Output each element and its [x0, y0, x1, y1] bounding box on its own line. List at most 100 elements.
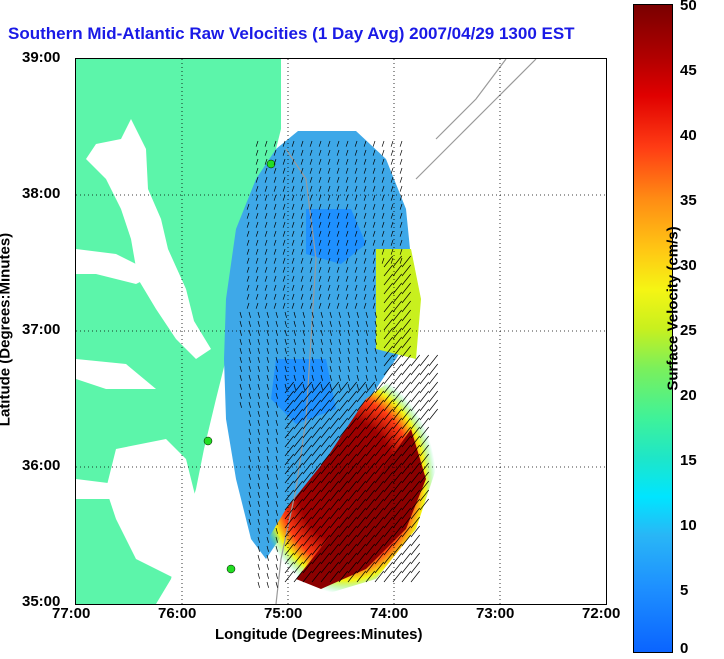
velocity-vector: [365, 408, 375, 421]
velocity-vector: [365, 534, 375, 547]
velocity-vector: [363, 275, 367, 282]
velocity-vector: [293, 471, 303, 484]
velocity-vector: [383, 462, 393, 475]
velocity-vector: [354, 257, 358, 264]
velocity-vector: [293, 489, 303, 502]
velocity-vector: [255, 149, 259, 156]
velocity-vector: [392, 264, 402, 277]
velocity-vector: [399, 167, 403, 174]
velocity-vector: [428, 372, 438, 385]
map-canvas: [76, 59, 606, 604]
velocity-vector: [383, 543, 393, 556]
velocity-vector: [347, 480, 357, 493]
velocity-vector: [347, 543, 357, 556]
velocity-vector: [363, 284, 367, 291]
velocity-vector: [293, 552, 303, 565]
velocity-vector: [257, 401, 260, 408]
velocity-vector: [327, 275, 331, 282]
velocity-vector: [275, 356, 278, 363]
velocity-vector: [365, 365, 368, 372]
velocity-vector: [381, 194, 385, 201]
velocity-vector: [374, 426, 384, 439]
velocity-vector: [419, 498, 429, 511]
velocity-vector: [390, 158, 394, 165]
velocity-vector: [365, 444, 375, 457]
velocity-vector: [311, 453, 321, 466]
velocity-vector: [300, 275, 304, 282]
velocity-vector: [428, 354, 438, 367]
velocity-vector: [309, 248, 313, 255]
velocity-vector: [356, 311, 359, 318]
velocity-vector: [381, 212, 385, 219]
velocity-vector: [302, 471, 312, 484]
velocity-vector: [390, 212, 394, 219]
velocity-vector: [318, 248, 322, 255]
velocity-vector: [311, 471, 321, 484]
velocity-vector: [302, 543, 312, 556]
velocity-vector: [246, 266, 250, 273]
velocity-vector: [257, 482, 260, 489]
velocity-vector: [282, 266, 286, 273]
velocity-vector: [257, 329, 260, 336]
colorbar-tick: 0: [680, 640, 689, 657]
velocity-vector: [273, 149, 277, 156]
x-tick-label: 73:00: [476, 605, 515, 622]
velocity-vector: [365, 338, 368, 345]
velocity-vector: [347, 570, 357, 583]
velocity-vector: [311, 489, 321, 502]
velocity-vector: [363, 149, 367, 156]
velocity-vector: [356, 435, 366, 448]
velocity-vector: [345, 167, 349, 174]
velocity-vector: [383, 399, 393, 412]
grid: [76, 59, 606, 604]
velocity-vector: [329, 356, 332, 363]
velocity-vector: [284, 444, 294, 457]
velocity-vector: [318, 284, 322, 291]
map-title: Southern Mid-Atlantic Raw Velocities (1 …: [8, 24, 575, 43]
velocity-vector: [239, 311, 242, 318]
velocity-vector: [291, 275, 295, 282]
velocity-vector: [320, 374, 323, 381]
velocity-vector: [401, 363, 411, 376]
velocity-vector: [401, 273, 411, 286]
velocity-vector: [356, 498, 366, 511]
velocity-vector: [390, 140, 394, 147]
velocity-vector: [419, 453, 429, 466]
velocity-vector: [311, 383, 314, 390]
velocity-vector: [246, 257, 250, 264]
velocity-vector: [347, 338, 350, 345]
velocity-vector: [329, 570, 339, 583]
velocity-vector: [363, 158, 367, 165]
velocity-vector: [338, 365, 341, 372]
velocity-vector: [399, 248, 403, 255]
velocity-vector: [410, 480, 420, 493]
velocity-vector: [318, 266, 322, 273]
velocity-vector: [275, 572, 278, 579]
velocity-vector: [284, 381, 294, 394]
velocity-vector: [428, 363, 438, 376]
velocity-vector: [264, 230, 268, 237]
velocity-vector: [291, 230, 295, 237]
velocity-vector: [264, 185, 268, 192]
velocity-vector: [365, 507, 375, 520]
velocity-vector: [338, 462, 348, 475]
velocity-vector: [401, 471, 411, 484]
velocity-vector: [419, 444, 429, 457]
velocity-vector: [345, 302, 349, 309]
velocity-vector: [320, 426, 330, 439]
velocity-vector: [327, 158, 331, 165]
velocity-vector: [338, 552, 348, 565]
velocity-vector: [336, 149, 340, 156]
velocity-vector: [336, 302, 340, 309]
velocity-field-gulfstream-core: [296, 429, 426, 589]
velocity-vector: [311, 507, 321, 520]
velocity-vector: [383, 363, 393, 376]
velocity-vector: [365, 311, 368, 318]
velocity-vector: [392, 291, 402, 304]
velocity-vector: [419, 363, 429, 376]
velocity-vector: [284, 426, 294, 439]
velocity-vector: [354, 140, 358, 147]
velocity-vector: [345, 239, 349, 246]
velocity-vector: [293, 444, 303, 457]
y-tick-label: 39:00: [22, 49, 61, 66]
